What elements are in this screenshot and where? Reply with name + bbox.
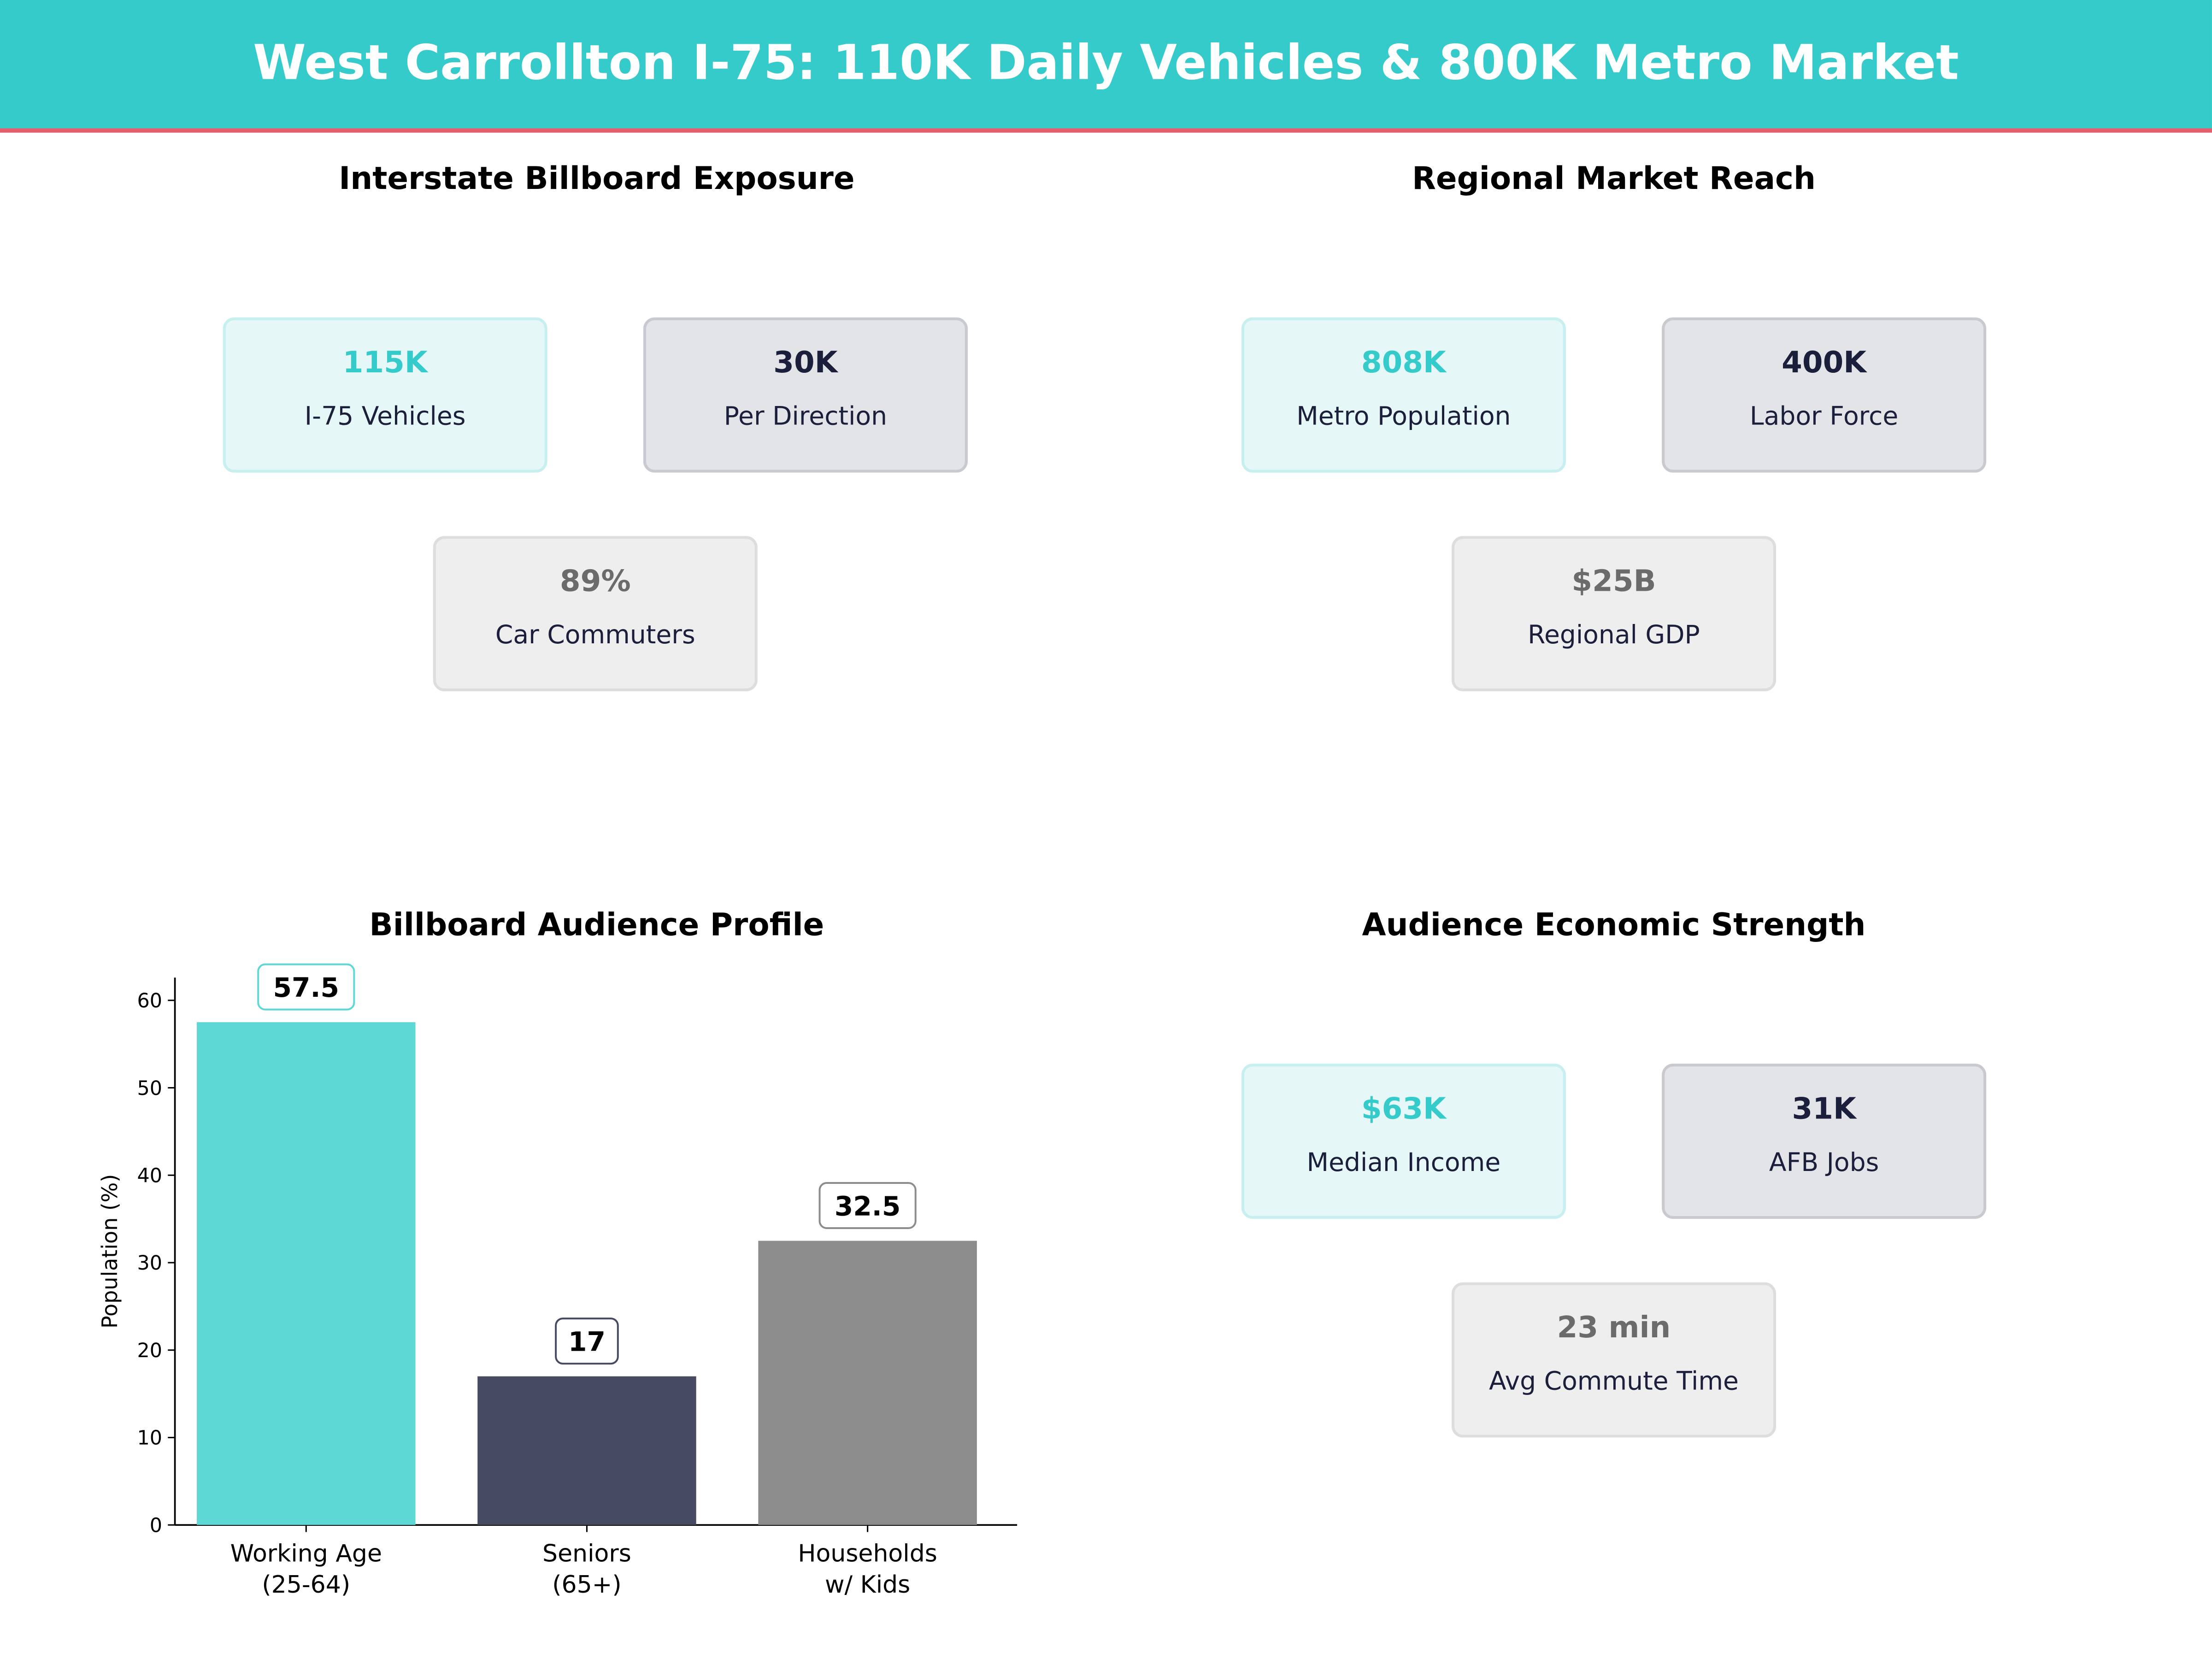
stat-value: 30K [773, 345, 838, 380]
stat-value: $25B [1571, 564, 1656, 598]
y-tick-label: 10 [137, 1427, 163, 1450]
category-label: w/ Kids [825, 1571, 910, 1599]
stat-label: Metro Population [1296, 402, 1511, 432]
stat-value: 400K [1782, 345, 1867, 380]
bar [758, 1241, 977, 1525]
header-banner: West Carrollton I-75: 110K Daily Vehicle… [0, 0, 2212, 133]
y-tick-label: 50 [137, 1077, 163, 1100]
stat-card-afb-jobs: 31K AFB Jobs [1662, 1064, 1987, 1219]
stat-label: Avg Commute Time [1489, 1367, 1739, 1397]
value-label-box [257, 963, 355, 1011]
y-tick-label: 60 [137, 989, 163, 1012]
stat-value: 808K [1361, 345, 1446, 380]
bar [477, 1376, 696, 1525]
category-label: Seniors [542, 1540, 631, 1568]
value-label-box [818, 1182, 917, 1229]
stat-value: 23 min [1557, 1310, 1671, 1345]
category-label: (25-64) [262, 1571, 350, 1599]
panel-title-exposure: Interstate Billboard Exposure [339, 162, 855, 198]
stat-label: Per Direction [724, 402, 888, 432]
panel-title-reach: Regional Market Reach [1412, 162, 1816, 198]
value-label: 32.5 [835, 1190, 900, 1222]
y-tick-label: 20 [137, 1339, 163, 1362]
stat-card-regional-gdp: $25B Regional GDP [1451, 536, 1777, 691]
stat-card-metro-population: 808K Metro Population [1241, 317, 1566, 473]
category-label: Working Age [230, 1540, 382, 1568]
bar [197, 1022, 416, 1525]
stat-card-car-commuters: 89% Car Commuters [433, 536, 758, 691]
stat-card-commute-time: 23 min Avg Commute Time [1451, 1282, 1777, 1438]
audience-bar-chart: 0 10 20 30 40 50 60 Population (%) 57.5 Working A… [97, 963, 1018, 1599]
stat-label: Car Commuters [495, 620, 695, 651]
stat-card-labor-force: 400K Labor Force [1662, 317, 1987, 473]
stat-label: Regional GDP [1528, 620, 1700, 651]
stat-value: 89% [559, 564, 631, 598]
category-label: Households [798, 1540, 937, 1568]
y-tick-label: 30 [137, 1252, 163, 1275]
chart-title: Billboard Audience Profile [369, 908, 824, 944]
stat-label: AFB Jobs [1769, 1148, 1879, 1178]
value-label-box [555, 1318, 619, 1365]
stat-label: Labor Force [1749, 402, 1899, 432]
panel-title-economic: Audience Economic Strength [1362, 908, 1866, 944]
stat-value: 115K [342, 345, 428, 380]
stat-label: Median Income [1306, 1148, 1501, 1178]
stat-value: $63K [1361, 1092, 1446, 1126]
y-axis-label: Population (%) [97, 1174, 122, 1329]
y-tick-label: 40 [137, 1165, 163, 1188]
value-label: 17 [568, 1326, 606, 1358]
stat-label: I-75 Vehicles [304, 402, 466, 432]
value-label: 57.5 [273, 972, 340, 1003]
y-tick-label: 0 [150, 1514, 162, 1537]
stat-value: 31K [1792, 1092, 1856, 1126]
stat-card-vehicles: 115K I-75 Vehicles [223, 317, 547, 473]
category-label: (65+) [552, 1571, 621, 1599]
page-title: West Carrollton I-75: 110K Daily Vehicle… [253, 35, 1959, 92]
stat-card-per-direction: 30K Per Direction [643, 317, 968, 473]
stat-card-median-income: $63K Median Income [1241, 1064, 1566, 1219]
